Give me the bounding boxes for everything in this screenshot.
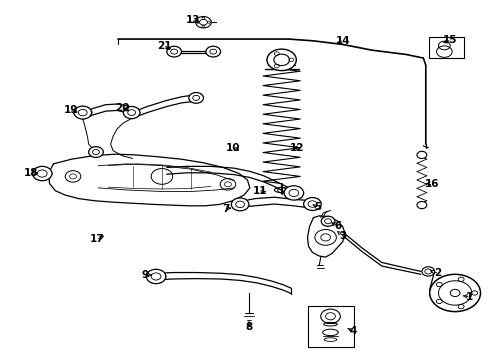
Text: 2: 2 <box>434 268 441 278</box>
Circle shape <box>422 267 435 276</box>
Circle shape <box>417 151 427 158</box>
Text: 6: 6 <box>334 221 342 231</box>
Circle shape <box>74 106 92 119</box>
Text: 19: 19 <box>63 105 78 115</box>
Text: 12: 12 <box>290 143 304 153</box>
Text: 14: 14 <box>336 36 350 46</box>
Text: 13: 13 <box>186 15 200 26</box>
Circle shape <box>430 274 481 312</box>
Circle shape <box>206 46 220 57</box>
Circle shape <box>267 49 296 71</box>
Text: 20: 20 <box>116 103 130 113</box>
Circle shape <box>304 198 321 211</box>
Circle shape <box>417 202 427 209</box>
Text: 11: 11 <box>252 186 267 196</box>
Text: 8: 8 <box>245 322 252 332</box>
Circle shape <box>147 269 166 284</box>
Text: 3: 3 <box>339 231 346 240</box>
Bar <box>429 37 464 58</box>
Text: 16: 16 <box>424 179 439 189</box>
Circle shape <box>189 93 203 103</box>
Circle shape <box>196 17 211 28</box>
Circle shape <box>167 46 181 57</box>
Text: 7: 7 <box>222 204 229 214</box>
Text: 17: 17 <box>90 234 105 244</box>
Text: 21: 21 <box>157 41 171 50</box>
Text: 5: 5 <box>314 202 321 212</box>
Circle shape <box>284 186 304 200</box>
Circle shape <box>321 216 335 226</box>
Text: 10: 10 <box>225 143 240 153</box>
Circle shape <box>123 107 140 119</box>
Bar <box>308 306 354 347</box>
Circle shape <box>89 147 103 157</box>
Text: 4: 4 <box>350 326 357 336</box>
Text: 1: 1 <box>466 292 473 302</box>
Text: 15: 15 <box>443 35 458 45</box>
Text: 9: 9 <box>141 270 148 280</box>
Circle shape <box>32 166 52 181</box>
Circle shape <box>231 198 249 211</box>
Text: 18: 18 <box>24 168 39 178</box>
